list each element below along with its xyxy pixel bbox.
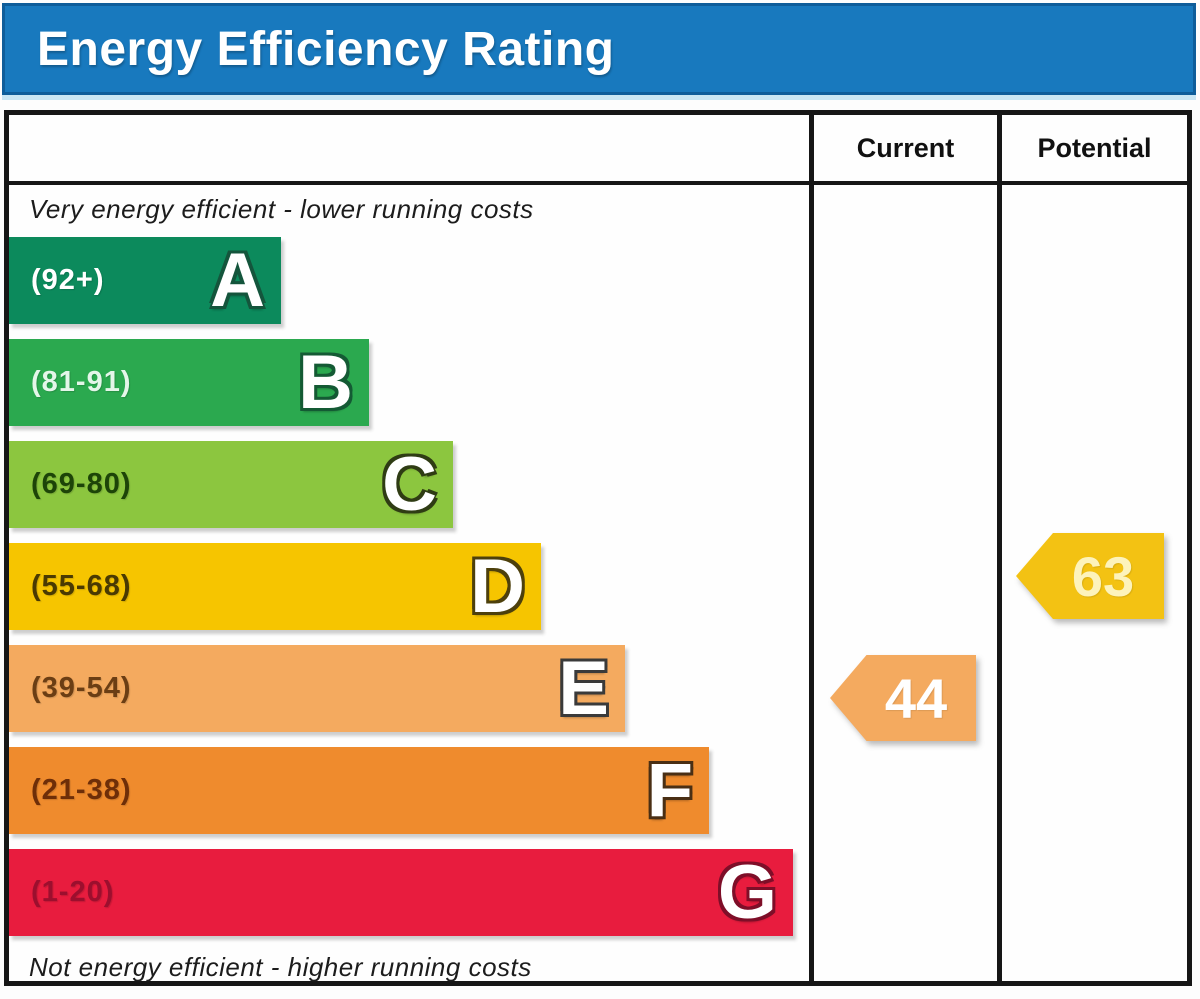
band-e: (39-54) E [9, 645, 625, 732]
band-f-letter: F [646, 747, 693, 833]
rating-bands-area: Very energy efficient - lower running co… [9, 185, 809, 982]
potential-column-header: Potential [997, 115, 1187, 181]
band-d-letter: D [470, 543, 525, 629]
current-rating-arrow: 44 [830, 655, 976, 741]
band-d-range: (55-68) [31, 570, 132, 602]
band-d: (55-68) D [9, 543, 541, 630]
current-column-header: Current [809, 115, 997, 181]
chart-header-spacer [9, 115, 809, 181]
rating-table: Current Potential Very energy efficient … [4, 110, 1192, 986]
table-header-row: Current Potential [9, 115, 1187, 185]
potential-rating-value: 63 [1071, 544, 1135, 608]
band-a-range: (92+) [31, 264, 105, 296]
band-f: (21-38) F [9, 747, 709, 834]
page-title: Energy Efficiency Rating [37, 22, 615, 76]
current-arrow-wrap: 44 [830, 655, 976, 741]
title-bar: Energy Efficiency Rating [2, 3, 1196, 95]
band-b-range: (81-91) [31, 366, 132, 398]
band-g-letter: G [717, 849, 777, 935]
band-g-range: (1-20) [31, 876, 115, 908]
band-b-letter: B [298, 339, 353, 425]
band-e-range: (39-54) [31, 672, 132, 704]
band-g: (1-20) G [9, 849, 793, 936]
potential-rating-arrow: 63 [1016, 533, 1164, 619]
band-b: (81-91) B [9, 339, 369, 426]
band-e-letter: E [558, 645, 609, 731]
table-body-row: Very energy efficient - lower running co… [9, 185, 1187, 982]
bands-list: (92+) A (81-91) B (69-80) C (55-68) D [9, 237, 809, 936]
band-f-range: (21-38) [31, 774, 132, 806]
top-note: Very energy efficient - lower running co… [29, 194, 534, 224]
band-c-range: (69-80) [31, 468, 132, 500]
bottom-note: Not energy efficient - higher running co… [29, 952, 532, 982]
current-rating-value: 44 [884, 666, 948, 730]
band-a-letter: A [210, 237, 265, 323]
band-a: (92+) A [9, 237, 281, 324]
current-column: 44 [809, 185, 997, 981]
band-c: (69-80) C [9, 441, 453, 528]
potential-arrow-wrap: 63 [1016, 533, 1164, 619]
potential-column: 63 [997, 185, 1187, 981]
band-c-letter: C [382, 441, 437, 527]
